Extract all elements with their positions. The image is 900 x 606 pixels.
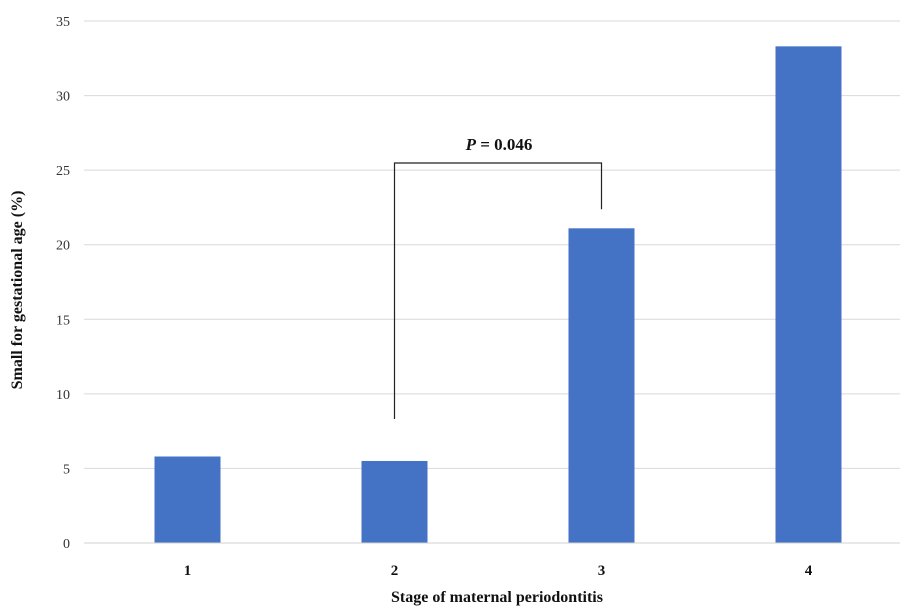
p-symbol: P (465, 135, 477, 154)
y-axis-title: Small for gestational age (%) (9, 191, 26, 390)
y-tick-labels: 0 5 10 15 20 25 30 35 (56, 15, 70, 552)
p-value: = 0.046 (476, 135, 532, 154)
significance-bracket (393, 162, 603, 419)
y-tick-label: 10 (56, 388, 70, 403)
x-axis-title: Stage of maternal periodontitis (391, 589, 603, 606)
y-tick-label: 25 (56, 164, 70, 179)
x-tick-labels: 1 2 3 4 (184, 563, 813, 579)
x-tick-label: 2 (391, 563, 399, 579)
x-tick-label: 3 (598, 563, 606, 579)
p-value-label: P = 0.046 (465, 135, 533, 154)
y-tick-label: 35 (56, 15, 70, 30)
bar-1 (154, 456, 221, 543)
bars (154, 46, 842, 544)
x-tick-label: 4 (805, 563, 813, 579)
y-tick-label: 20 (56, 239, 70, 254)
bar-3 (568, 228, 635, 543)
x-tick-label: 1 (184, 563, 192, 579)
gridlines (84, 20, 900, 469)
significance-annotation: P = 0.046 (393, 135, 603, 419)
y-tick-label: 5 (63, 462, 70, 477)
bar-2 (361, 460, 428, 543)
y-tick-label: 30 (56, 90, 70, 105)
y-tick-label: 15 (56, 313, 70, 328)
y-tick-label: 0 (63, 537, 70, 552)
bar-4 (775, 46, 842, 544)
